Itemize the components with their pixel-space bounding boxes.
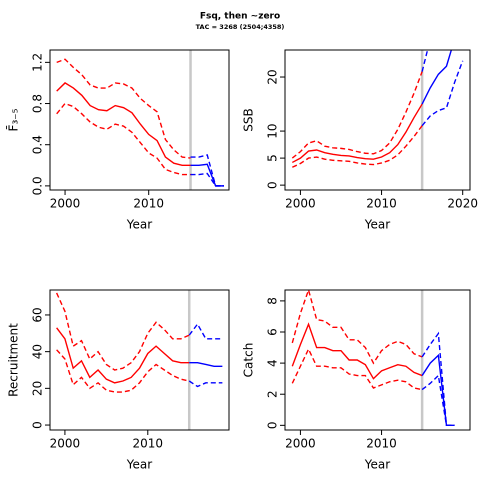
panel: 2000 2010 2020 0 5 10 20 Year SSB	[242, 49, 478, 232]
plot-box	[284, 49, 471, 191]
y-axis-label: SSB	[242, 108, 256, 131]
series-line	[292, 125, 423, 168]
y-tick-label: 40	[31, 344, 45, 359]
panel: 2000 2010 0 20 40 60 Year Recruitment	[7, 289, 230, 472]
series-line	[56, 102, 191, 176]
plot-box	[284, 289, 471, 431]
y-tick-label: 0.8	[31, 94, 45, 113]
plot-area	[291, 50, 464, 190]
series-line	[291, 322, 423, 380]
plot-box	[49, 289, 230, 431]
series-line	[421, 374, 455, 427]
series-line	[421, 50, 453, 105]
panel: 2000 2010 0 2 4 6 8 Year Catch	[242, 289, 471, 472]
y-tick-label: 2	[266, 390, 280, 398]
y-tick-label: 0.0	[31, 176, 45, 195]
series-line	[56, 58, 191, 159]
series-line	[188, 322, 223, 340]
y-tick-label: 8	[266, 297, 280, 305]
y-tick-label: 0	[31, 421, 45, 429]
x-tick-label: 2010	[366, 437, 397, 451]
y-tick-label: 60	[31, 307, 45, 322]
y-tick-label: 1.2	[31, 53, 45, 72]
panel: 2000 2010 0.0 0.4 0.8 1.2 Year F̄₃₋₅	[6, 49, 230, 232]
series-line	[55, 292, 190, 371]
series-line	[188, 380, 223, 388]
x-tick-label: 2010	[133, 437, 164, 451]
y-tick-label: 4	[266, 359, 280, 367]
series-line	[291, 290, 423, 365]
y-axis-label: Catch	[242, 343, 256, 378]
x-axis-label: Year	[364, 218, 390, 232]
y-tick-label: 0	[266, 181, 280, 189]
y-tick-label: 0	[266, 422, 280, 430]
x-tick-label: 2000	[50, 197, 81, 211]
y-tick-label: 0.4	[31, 135, 45, 154]
figure-title: Fsq, then ~zero	[200, 12, 280, 22]
series-line	[189, 361, 223, 368]
figure-subtitle: TAC = 3268 (2504;4358)	[196, 23, 285, 31]
plot-area	[291, 290, 455, 430]
series-line	[291, 347, 423, 391]
plot-area	[55, 290, 223, 430]
series-line	[56, 349, 190, 393]
y-tick-label: 6	[266, 328, 280, 336]
series-line	[421, 60, 464, 127]
x-tick-label: 2000	[285, 437, 316, 451]
plot-box	[49, 49, 230, 191]
y-tick-label: 20	[31, 381, 45, 396]
y-tick-label: 10	[266, 123, 280, 138]
x-axis-label: Year	[126, 458, 152, 472]
series-line	[421, 50, 429, 72]
series-line	[190, 172, 224, 187]
x-tick-label: 2000	[50, 437, 81, 451]
plot-area	[56, 50, 224, 190]
x-axis-label: Year	[126, 218, 152, 232]
series-line	[56, 327, 190, 384]
series-line	[291, 71, 423, 159]
y-tick-label: 20	[266, 69, 280, 84]
series-line	[421, 353, 455, 427]
x-tick-label: 2010	[366, 197, 397, 211]
y-tick-label: 5	[266, 154, 280, 162]
y-axis-label: F̄₃₋₅	[6, 108, 20, 131]
y-axis-label: Recruitment	[7, 323, 21, 397]
series-line	[190, 154, 224, 187]
x-axis-label: Year	[364, 458, 390, 472]
series-line	[291, 103, 423, 164]
x-tick-label: 2000	[285, 197, 316, 211]
series-line	[190, 163, 224, 187]
x-tick-label: 2010	[133, 197, 164, 211]
series-line	[56, 82, 191, 166]
x-tick-label: 2020	[447, 197, 478, 211]
